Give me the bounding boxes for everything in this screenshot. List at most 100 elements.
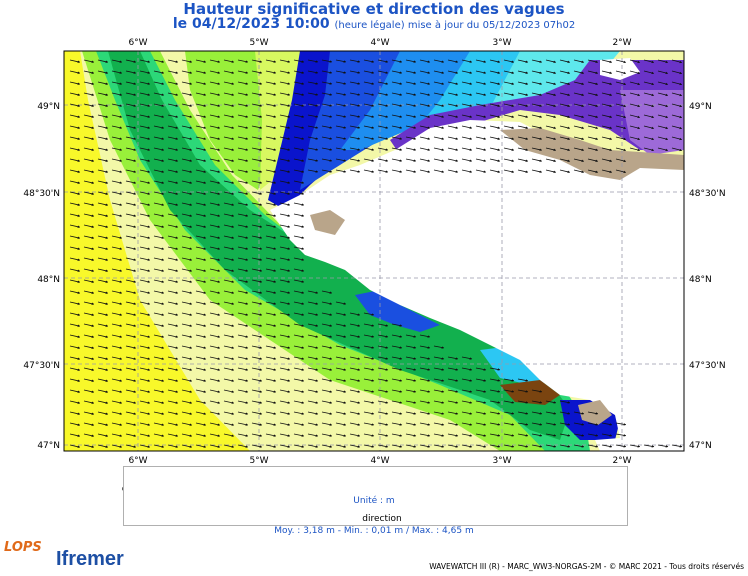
direction-arrow (293, 213, 305, 217)
direction-arrow (223, 257, 235, 261)
direction-arrow (69, 81, 81, 85)
direction-arrow (279, 323, 291, 327)
direction-arrow (279, 202, 291, 206)
direction-arrow (615, 158, 627, 163)
direction-arrow (139, 290, 151, 294)
direction-arrow (195, 235, 207, 239)
direction-arrow (167, 290, 179, 294)
direction-arrow (223, 92, 235, 96)
direction-arrow (251, 180, 263, 184)
direction-arrow (559, 158, 571, 163)
direction-arrow (447, 367, 459, 371)
direction-arrow (69, 125, 81, 129)
direction-arrow (181, 136, 193, 140)
direction-arrow (195, 356, 207, 360)
direction-arrow (111, 257, 123, 261)
direction-arrow (265, 356, 277, 360)
direction-arrow (265, 323, 277, 327)
direction-arrow (657, 147, 669, 152)
direction-arrow (237, 158, 249, 162)
direction-arrow (223, 334, 235, 338)
direction-arrow (573, 158, 585, 163)
direction-arrow (279, 103, 291, 107)
direction-arrow (83, 323, 95, 327)
direction-arrow (321, 400, 333, 404)
direction-arrow (209, 180, 221, 184)
direction-arrow (195, 246, 207, 250)
direction-arrow (195, 103, 207, 107)
direction-arrow (251, 301, 263, 305)
direction-arrow (531, 400, 543, 404)
lon-tick-bottom: 2°W (612, 456, 631, 466)
direction-arrow (335, 158, 347, 162)
direction-arrow (125, 279, 137, 283)
direction-arrow (153, 103, 165, 107)
direction-arrow (307, 356, 319, 360)
direction-arrow (69, 257, 81, 261)
direction-arrow (321, 147, 333, 151)
direction-arrow (363, 312, 375, 316)
direction-arrow (363, 147, 375, 151)
direction-arrow (573, 92, 585, 97)
direction-arrow (195, 114, 207, 118)
direction-arrow (139, 400, 151, 404)
direction-arrow (377, 147, 389, 151)
direction-arrow (349, 334, 361, 338)
direction-arrow (153, 268, 165, 272)
direction-arrow (461, 422, 473, 426)
direction-arrow (433, 147, 445, 151)
direction-arrow (279, 158, 291, 162)
direction-arrow (209, 235, 221, 239)
direction-arrow (111, 246, 123, 250)
direction-arrow (125, 290, 137, 294)
direction-arrow (139, 356, 151, 360)
direction-arrow (559, 114, 571, 119)
direction-arrow (69, 92, 81, 96)
direction-arrow (503, 444, 515, 448)
direction-arrow (279, 147, 291, 151)
direction-arrow (293, 290, 305, 294)
direction-arrow (167, 224, 179, 228)
direction-arrow (125, 59, 137, 63)
direction-arrow (559, 59, 571, 64)
direction-arrow (321, 158, 333, 162)
direction-arrow (433, 92, 445, 96)
direction-arrow (237, 411, 249, 415)
direction-arrow (391, 378, 403, 382)
direction-arrow (83, 268, 95, 272)
direction-arrow (139, 125, 151, 129)
direction-arrow (419, 334, 431, 338)
direction-arrow (139, 444, 151, 448)
direction-arrow (111, 202, 123, 206)
direction-arrow (321, 323, 333, 327)
direction-arrow (237, 235, 249, 239)
direction-arrow (671, 147, 683, 152)
direction-arrow (447, 433, 459, 437)
direction-arrow (265, 411, 277, 415)
direction-arrow (489, 378, 501, 382)
direction-arrow (195, 389, 207, 393)
direction-arrow (461, 400, 473, 404)
direction-arrow (265, 290, 277, 294)
direction-arrow (223, 202, 235, 206)
direction-arrow (181, 257, 193, 261)
direction-arrow (237, 103, 249, 107)
direction-arrow (545, 103, 557, 108)
direction-arrow (237, 169, 249, 173)
direction-arrow (237, 114, 249, 118)
direction-arrow (83, 81, 95, 85)
direction-arrow (97, 103, 109, 107)
direction-arrow (517, 433, 529, 437)
direction-arrow (405, 367, 417, 371)
direction-arrow (181, 422, 193, 426)
direction-arrow (293, 444, 305, 448)
direction-arrow (405, 411, 417, 415)
direction-arrow (237, 180, 249, 184)
direction-arrow (293, 378, 305, 382)
direction-arrow (153, 290, 165, 294)
direction-arrow (83, 59, 95, 63)
direction-arrow (139, 257, 151, 261)
direction-arrow (405, 103, 417, 107)
direction-arrow (209, 400, 221, 404)
